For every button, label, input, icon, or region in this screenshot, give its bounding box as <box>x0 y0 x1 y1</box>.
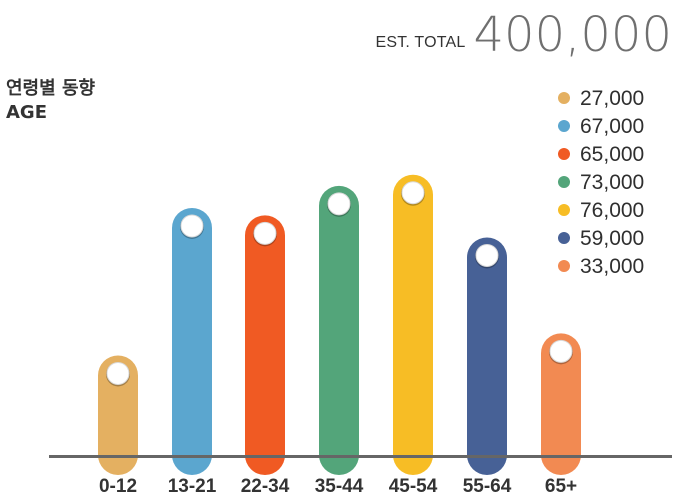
chart-title-english: AGE <box>6 102 48 123</box>
x-tick-label: 22-34 <box>240 476 290 497</box>
legend-dot <box>558 232 570 244</box>
bar-marker-55-64 <box>475 243 499 267</box>
bar-marker-13-21 <box>180 214 204 238</box>
bar-13-21 <box>172 207 212 475</box>
bar-45-54 <box>393 174 433 475</box>
legend-dot <box>558 260 570 272</box>
x-tick-label: 55-64 <box>462 476 512 497</box>
bar-marker-65+ <box>549 339 573 363</box>
bar-55-64 <box>467 237 507 475</box>
legend-item: 33,000 <box>558 252 666 280</box>
estimated-total-value: 400,000 <box>473 7 673 63</box>
bar-marker-35-44 <box>327 192 351 216</box>
bar-0-12 <box>98 355 138 475</box>
legend-item: 76,000 <box>558 196 666 224</box>
legend-dot <box>558 204 570 216</box>
x-tick-label: 45-54 <box>388 476 438 497</box>
chart-legend: 27,000 67,000 65,000 73,000 76,000 59,00… <box>558 84 666 280</box>
x-tick-label: 0-12 <box>98 476 138 497</box>
legend-label: 76,000 <box>580 198 645 222</box>
legend-label: 27,000 <box>580 86 645 110</box>
bar-marker-0-12 <box>106 361 130 385</box>
bar-marker-45-54 <box>401 181 425 205</box>
chart-title-korean: 연령별 동향 <box>6 78 96 99</box>
legend-label: 59,000 <box>580 226 645 250</box>
estimated-total: EST. TOTAL 400,000 <box>375 0 672 60</box>
legend-dot <box>558 120 570 132</box>
legend-item: 65,000 <box>558 140 666 168</box>
bar-marker-22-34 <box>253 221 277 245</box>
x-tick-label: 13-21 <box>167 476 217 497</box>
legend-dot <box>558 92 570 104</box>
chart-titles: 연령별 동향 AGE <box>6 77 95 125</box>
legend-item: 73,000 <box>558 168 666 196</box>
legend-dot <box>558 176 570 188</box>
x-tick-label: 65+ <box>544 476 578 497</box>
estimated-total-label: EST. TOTAL <box>375 34 466 51</box>
legend-item: 27,000 <box>558 84 666 112</box>
bar-22-34 <box>245 215 285 475</box>
x-axis-line <box>49 455 672 458</box>
x-tick-label: 35-44 <box>314 476 364 497</box>
legend-label: 65,000 <box>580 142 645 166</box>
bar-35-44 <box>319 185 359 475</box>
legend-item: 59,000 <box>558 224 666 252</box>
legend-label: 33,000 <box>580 254 645 278</box>
legend-item: 67,000 <box>558 112 666 140</box>
legend-dot <box>558 148 570 160</box>
legend-label: 67,000 <box>580 114 645 138</box>
legend-label: 73,000 <box>580 170 645 194</box>
bar-65+ <box>541 333 581 475</box>
